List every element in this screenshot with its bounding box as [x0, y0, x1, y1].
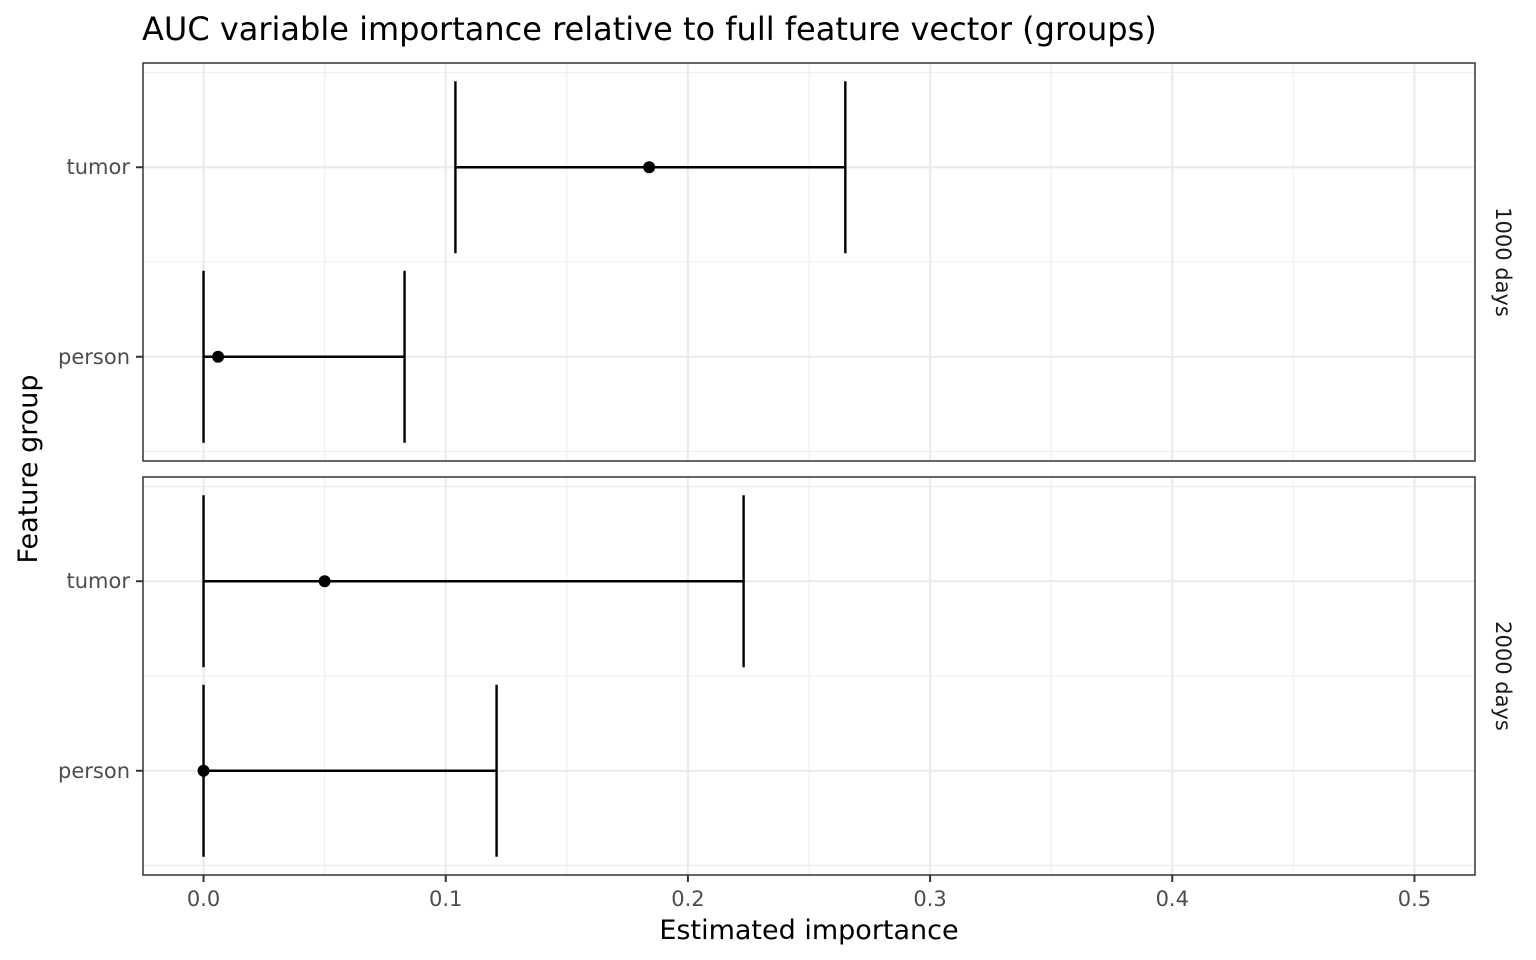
x-tick-label: 0.3: [913, 887, 946, 911]
point-tumor: [318, 575, 331, 588]
point-person: [197, 764, 210, 777]
errorbar-person: [202, 270, 406, 443]
facet-panels: tumor person 1000 days tumor person 2000 days: [58, 62, 1515, 876]
panel-border: [142, 62, 1476, 462]
strip-label: 1000 days: [1491, 207, 1515, 317]
errorbar-tumor: [202, 495, 745, 668]
x-axis-title: Estimated importance: [659, 915, 958, 946]
y-tick-label-person: person: [58, 345, 130, 369]
x-tick-label: 0.4: [1156, 887, 1189, 911]
y-tick-label-person: person: [58, 759, 130, 783]
panel-1: tumor person 1000 days: [58, 62, 1515, 462]
panel-2: tumor person 2000 days: [58, 476, 1515, 876]
point-person: [212, 350, 225, 363]
x-tick-label: 0.1: [429, 887, 462, 911]
panel-border: [142, 476, 1476, 876]
chart-title: AUC variable importance relative to full…: [142, 10, 1157, 48]
y-tick-label-tumor: tumor: [67, 155, 131, 179]
y-axis-title: Feature group: [13, 374, 44, 563]
point-tumor: [643, 161, 656, 174]
x-tick-label: 0.0: [187, 887, 220, 911]
y-tick-label-tumor: tumor: [67, 569, 131, 593]
x-axis: 0.0 0.1 0.2 0.3 0.4 0.5: [187, 875, 1431, 911]
x-tick-label: 0.5: [1398, 887, 1431, 911]
strip-label: 2000 days: [1491, 621, 1515, 731]
x-tick-label: 0.2: [671, 887, 704, 911]
